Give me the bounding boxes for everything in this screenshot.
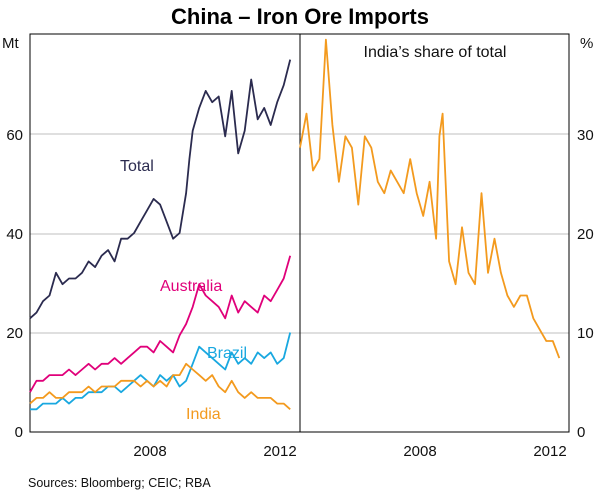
- left-y-tick: 40: [6, 226, 23, 243]
- right-panel-title: India’s share of total: [364, 44, 507, 61]
- right-y-tick: 0: [577, 424, 585, 441]
- series-line-total: [29, 59, 292, 319]
- series-label-australia: Australia: [160, 278, 222, 295]
- series-label-brazil: Brazil: [207, 345, 247, 362]
- series-label-total: Total: [120, 158, 154, 175]
- series-line-australia: [29, 255, 292, 393]
- right-y-tick: 10: [577, 325, 594, 342]
- series-label-india: India: [186, 406, 221, 423]
- series-lines: [29, 38, 561, 411]
- series-line-india: [29, 362, 291, 410]
- left-y-tick: 0: [15, 424, 23, 441]
- right-y-tick: 20: [577, 226, 594, 243]
- chart-title: China – Iron Ore Imports: [171, 4, 429, 29]
- left-unit-label: Mt: [2, 35, 19, 52]
- right-x-tick: 2012: [533, 443, 566, 460]
- series-line-share: [299, 38, 561, 359]
- left-y-tick: 20: [6, 325, 23, 342]
- right-y-tick: 30: [577, 127, 594, 144]
- left-x-tick: 2008: [133, 443, 166, 460]
- source-note: Sources: Bloomberg; CEIC; RBA: [28, 476, 211, 490]
- left-x-tick: 2012: [263, 443, 296, 460]
- left-y-tick: 60: [6, 127, 23, 144]
- series-line-brazil: [30, 332, 292, 411]
- right-x-tick: 2008: [403, 443, 436, 460]
- right-unit-label: %: [580, 35, 593, 52]
